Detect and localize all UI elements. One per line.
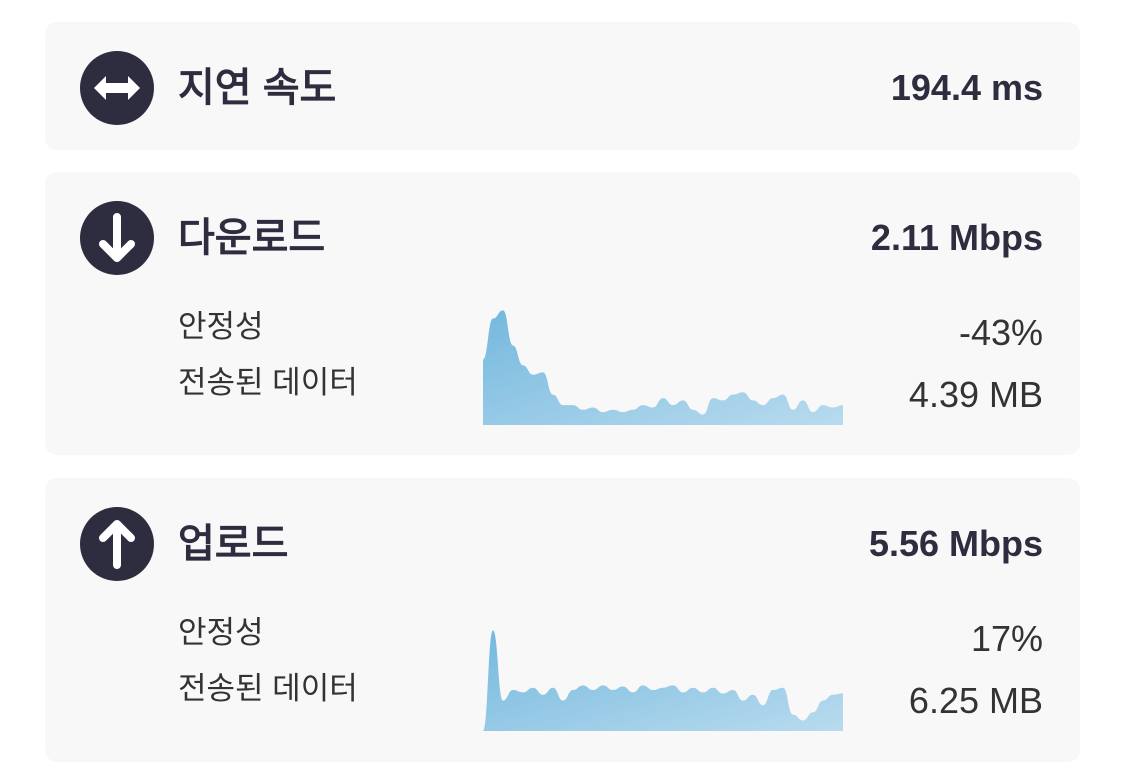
sparkline-area: [483, 630, 843, 731]
sparkline: [483, 630, 843, 731]
stability-value: -43%: [958, 312, 1043, 353]
download-icon: [80, 201, 154, 275]
metric-title: 다운로드: [178, 216, 326, 260]
data-label: 전송된 데이터: [178, 365, 358, 400]
data-value: 6.25 MB: [908, 680, 1043, 721]
stability-label: 안정성: [178, 615, 264, 650]
upload-card: 업로드 5.56 Mbps 안정성 전송된 데이터 17% 6.25 MB: [45, 478, 1080, 762]
metric-value: 5.56 Mbps: [868, 523, 1043, 564]
metric-title: 지연 속도: [178, 66, 337, 110]
download-card: 다운로드 2.11 Mbps 안정성 전송된 데이터 -43% 4.39 MB: [45, 172, 1080, 455]
upload-icon: [80, 507, 154, 581]
sparkline-area: [483, 310, 843, 425]
latency-card: 지연 속도 194.4 ms: [45, 22, 1080, 150]
metric-value: 2.11 Mbps: [870, 217, 1043, 258]
sparkline: [483, 310, 843, 425]
metric-title: 업로드: [178, 522, 289, 566]
metric-value: 194.4 ms: [890, 67, 1043, 108]
stability-label: 안정성: [178, 309, 264, 344]
latency-icon: [80, 51, 154, 125]
data-value: 4.39 MB: [908, 374, 1043, 415]
stability-value: 17%: [970, 618, 1043, 659]
data-label: 전송된 데이터: [178, 671, 358, 706]
